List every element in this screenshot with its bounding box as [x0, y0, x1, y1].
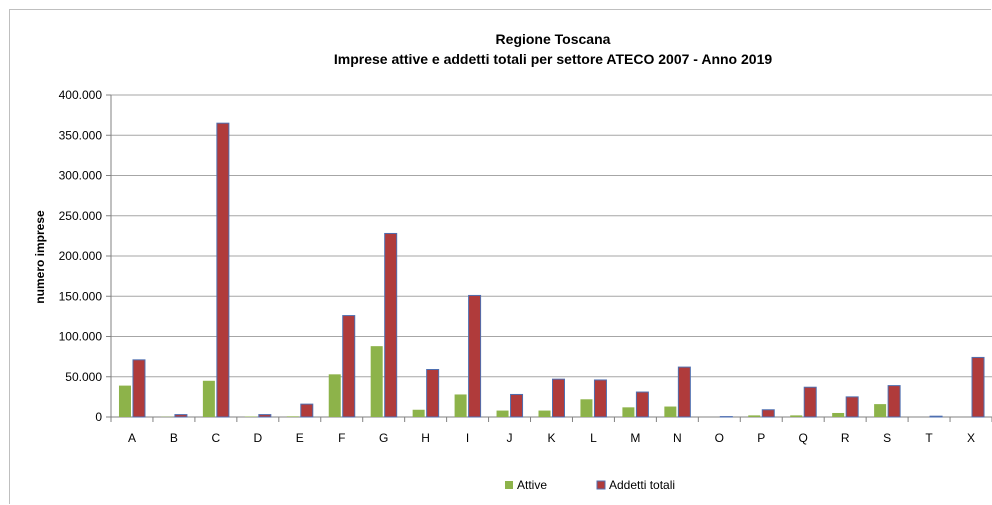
legend-swatch-addetti [596, 480, 606, 490]
x-tick-label: N [673, 431, 682, 445]
bar-addetti-A [132, 359, 146, 418]
legend-label-attive: Attive [517, 478, 547, 492]
x-tick-label: O [715, 431, 724, 445]
chart-subtitle: Imprese attive e addetti totali per sett… [334, 51, 772, 67]
bar-attive-C [202, 380, 215, 417]
bar-addetti-T [929, 415, 943, 418]
y-tick-label: 400.000 [59, 88, 103, 102]
bar-addetti-H [426, 369, 440, 418]
bar-addetti-N [677, 366, 691, 418]
y-tick-label: 200.000 [59, 249, 103, 263]
y-tick-label: 350.000 [59, 128, 103, 142]
x-tick-label: P [757, 431, 765, 445]
bar-addetti-M [635, 391, 649, 418]
bar-addetti-L [593, 379, 607, 418]
bar-attive-S [874, 404, 887, 417]
x-tick-label: K [547, 431, 555, 445]
x-tick-label: D [253, 431, 262, 445]
y-axis-ticks: 0 50.000 100.000 150.000 200.000 250.000 300.0… [59, 88, 103, 424]
x-tick-label: I [466, 431, 469, 445]
bar-attive-A [118, 385, 131, 417]
chart-title: Regione Toscana [496, 31, 611, 47]
bar-addetti-K [552, 378, 565, 418]
y-axis-label: numero imprese [33, 210, 47, 304]
y-tick-label: 100.000 [59, 330, 103, 344]
legend-label-addetti: Addetti totali [609, 478, 675, 492]
bar-addetti-D [258, 414, 272, 418]
bar-addetti-F [342, 315, 356, 418]
y-tick-label: 300.000 [59, 169, 103, 183]
x-tick-label: C [212, 431, 221, 445]
x-tick-label: F [338, 431, 345, 445]
bar-addetti-J [510, 393, 524, 418]
bar-attive-R [832, 412, 845, 417]
x-tick-label: X [967, 431, 975, 445]
bar-addetti-I [468, 294, 482, 418]
x-tick-label: G [379, 431, 388, 445]
x-tick-label: S [883, 431, 891, 445]
bar-attive-N [664, 406, 677, 417]
x-tick-label: E [296, 431, 304, 445]
bar-addetti-R [845, 396, 859, 418]
bar-addetti-Q [803, 386, 817, 418]
y-tick-label: 0 [95, 410, 102, 424]
bar-addetti-C [216, 122, 230, 418]
x-tick-label: L [590, 431, 597, 445]
x-tick-label: A [128, 431, 136, 445]
legend-swatch-attive [505, 481, 513, 489]
bar-attive-F [328, 374, 341, 417]
bar-addetti-S [887, 385, 901, 418]
bar-addetti-E [300, 403, 314, 418]
x-tick-label: M [630, 431, 640, 445]
y-tick-label: 150.000 [59, 289, 103, 303]
x-tick-label: J [507, 431, 513, 445]
bar-attive-K [538, 410, 551, 417]
bar-attive-G [370, 346, 383, 417]
legend: Attive Addetti totali [505, 478, 675, 492]
bar-addetti-G [384, 232, 398, 418]
bar-attive-L [580, 399, 593, 417]
bar-attive-M [622, 407, 635, 417]
bar-attive-J [496, 410, 509, 417]
x-tick-label: Q [799, 431, 808, 445]
y-tick-label: 50.000 [65, 370, 102, 384]
x-tick-label: T [925, 431, 933, 445]
bar-attive-Q [790, 415, 803, 417]
x-tick-label: B [170, 431, 178, 445]
bar-attive-H [412, 409, 425, 417]
bar-addetti-B [174, 414, 188, 418]
x-tick-label: H [421, 431, 430, 445]
bar-addetti-X [971, 356, 985, 418]
bar-attive-I [454, 394, 467, 417]
bar-attive-E [286, 416, 299, 417]
bar-attive-P [748, 415, 761, 417]
bar-addetti-P [761, 409, 775, 418]
bars [118, 122, 985, 418]
x-tick-label: R [841, 431, 850, 445]
y-tick-label: 250.000 [59, 209, 103, 223]
gridlines [106, 94, 992, 422]
